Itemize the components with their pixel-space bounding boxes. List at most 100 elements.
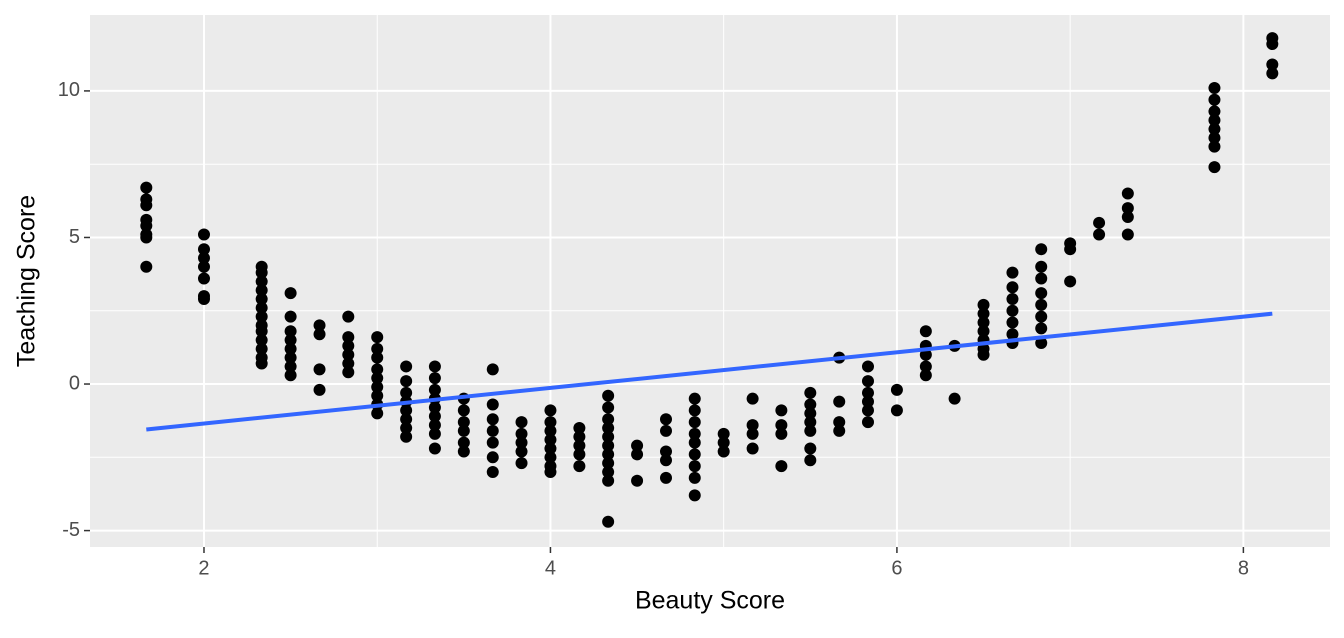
point: [602, 515, 615, 528]
point: [688, 460, 701, 473]
point: [371, 380, 384, 393]
point: [255, 342, 268, 355]
point: [1035, 336, 1048, 349]
point: [544, 442, 557, 455]
point: [631, 448, 644, 461]
point: [573, 448, 586, 461]
point: [1064, 275, 1077, 288]
point: [140, 260, 153, 273]
point: [1006, 293, 1019, 306]
point: [284, 310, 297, 323]
point: [804, 386, 817, 399]
point: [313, 319, 326, 332]
point: [544, 451, 557, 464]
point: [515, 416, 528, 429]
point: [140, 199, 153, 212]
point: [486, 398, 499, 411]
regression-line: [146, 311, 1273, 432]
y-axis-title: Teaching Score: [13, 195, 41, 367]
point: [428, 410, 441, 423]
point: [804, 398, 817, 411]
point: [486, 465, 499, 478]
point: [400, 386, 413, 399]
point: [919, 325, 932, 338]
point: [428, 401, 441, 414]
point: [1035, 287, 1048, 300]
point: [1208, 123, 1221, 136]
point: [140, 219, 153, 232]
point: [400, 413, 413, 426]
point: [659, 413, 672, 426]
point: [1208, 81, 1221, 94]
point: [1006, 281, 1019, 294]
point: [688, 392, 701, 405]
point: [371, 372, 384, 385]
point: [255, 284, 268, 297]
point: [833, 416, 846, 429]
point: [717, 436, 730, 449]
point: [1208, 93, 1221, 106]
point: [717, 427, 730, 440]
point: [197, 243, 210, 256]
point: [1208, 114, 1221, 127]
point: [515, 457, 528, 470]
point: [371, 363, 384, 376]
point: [1035, 272, 1048, 285]
point: [515, 427, 528, 440]
point: [544, 433, 557, 446]
point: [515, 445, 528, 458]
y-tick-label: 0: [69, 372, 80, 394]
point: [717, 445, 730, 458]
point: [1006, 316, 1019, 329]
point: [284, 351, 297, 364]
point: [977, 307, 990, 320]
point: [804, 407, 817, 420]
point: [602, 474, 615, 487]
point: [1208, 131, 1221, 144]
point: [342, 310, 355, 323]
point: [1266, 58, 1279, 71]
point: [1121, 228, 1134, 241]
point: [631, 439, 644, 452]
point: [775, 419, 788, 432]
point: [659, 445, 672, 458]
point: [688, 404, 701, 417]
panel-background: [90, 15, 1330, 547]
point: [775, 427, 788, 440]
point: [1208, 140, 1221, 153]
point: [1208, 105, 1221, 118]
point: [861, 404, 874, 417]
point: [197, 260, 210, 273]
point: [313, 383, 326, 396]
point: [486, 424, 499, 437]
point: [659, 424, 672, 437]
point: [284, 369, 297, 382]
point: [544, 416, 557, 429]
point: [284, 342, 297, 355]
point: [255, 357, 268, 370]
point: [977, 316, 990, 329]
point: [197, 228, 210, 241]
point: [1093, 216, 1106, 229]
point: [659, 454, 672, 467]
point: [255, 293, 268, 306]
point: [140, 181, 153, 194]
point: [688, 489, 701, 502]
point: [284, 325, 297, 338]
point: [428, 360, 441, 373]
point: [804, 424, 817, 437]
point: [573, 460, 586, 473]
point: [255, 275, 268, 288]
point: [1121, 187, 1134, 200]
point: [1208, 161, 1221, 174]
point: [746, 442, 759, 455]
point: [255, 301, 268, 314]
point: [688, 416, 701, 429]
point: [428, 372, 441, 385]
point: [861, 416, 874, 429]
point: [1035, 310, 1048, 323]
point: [602, 457, 615, 470]
point: [602, 389, 615, 402]
point: [400, 421, 413, 434]
x-tick-label: 6: [891, 557, 902, 579]
